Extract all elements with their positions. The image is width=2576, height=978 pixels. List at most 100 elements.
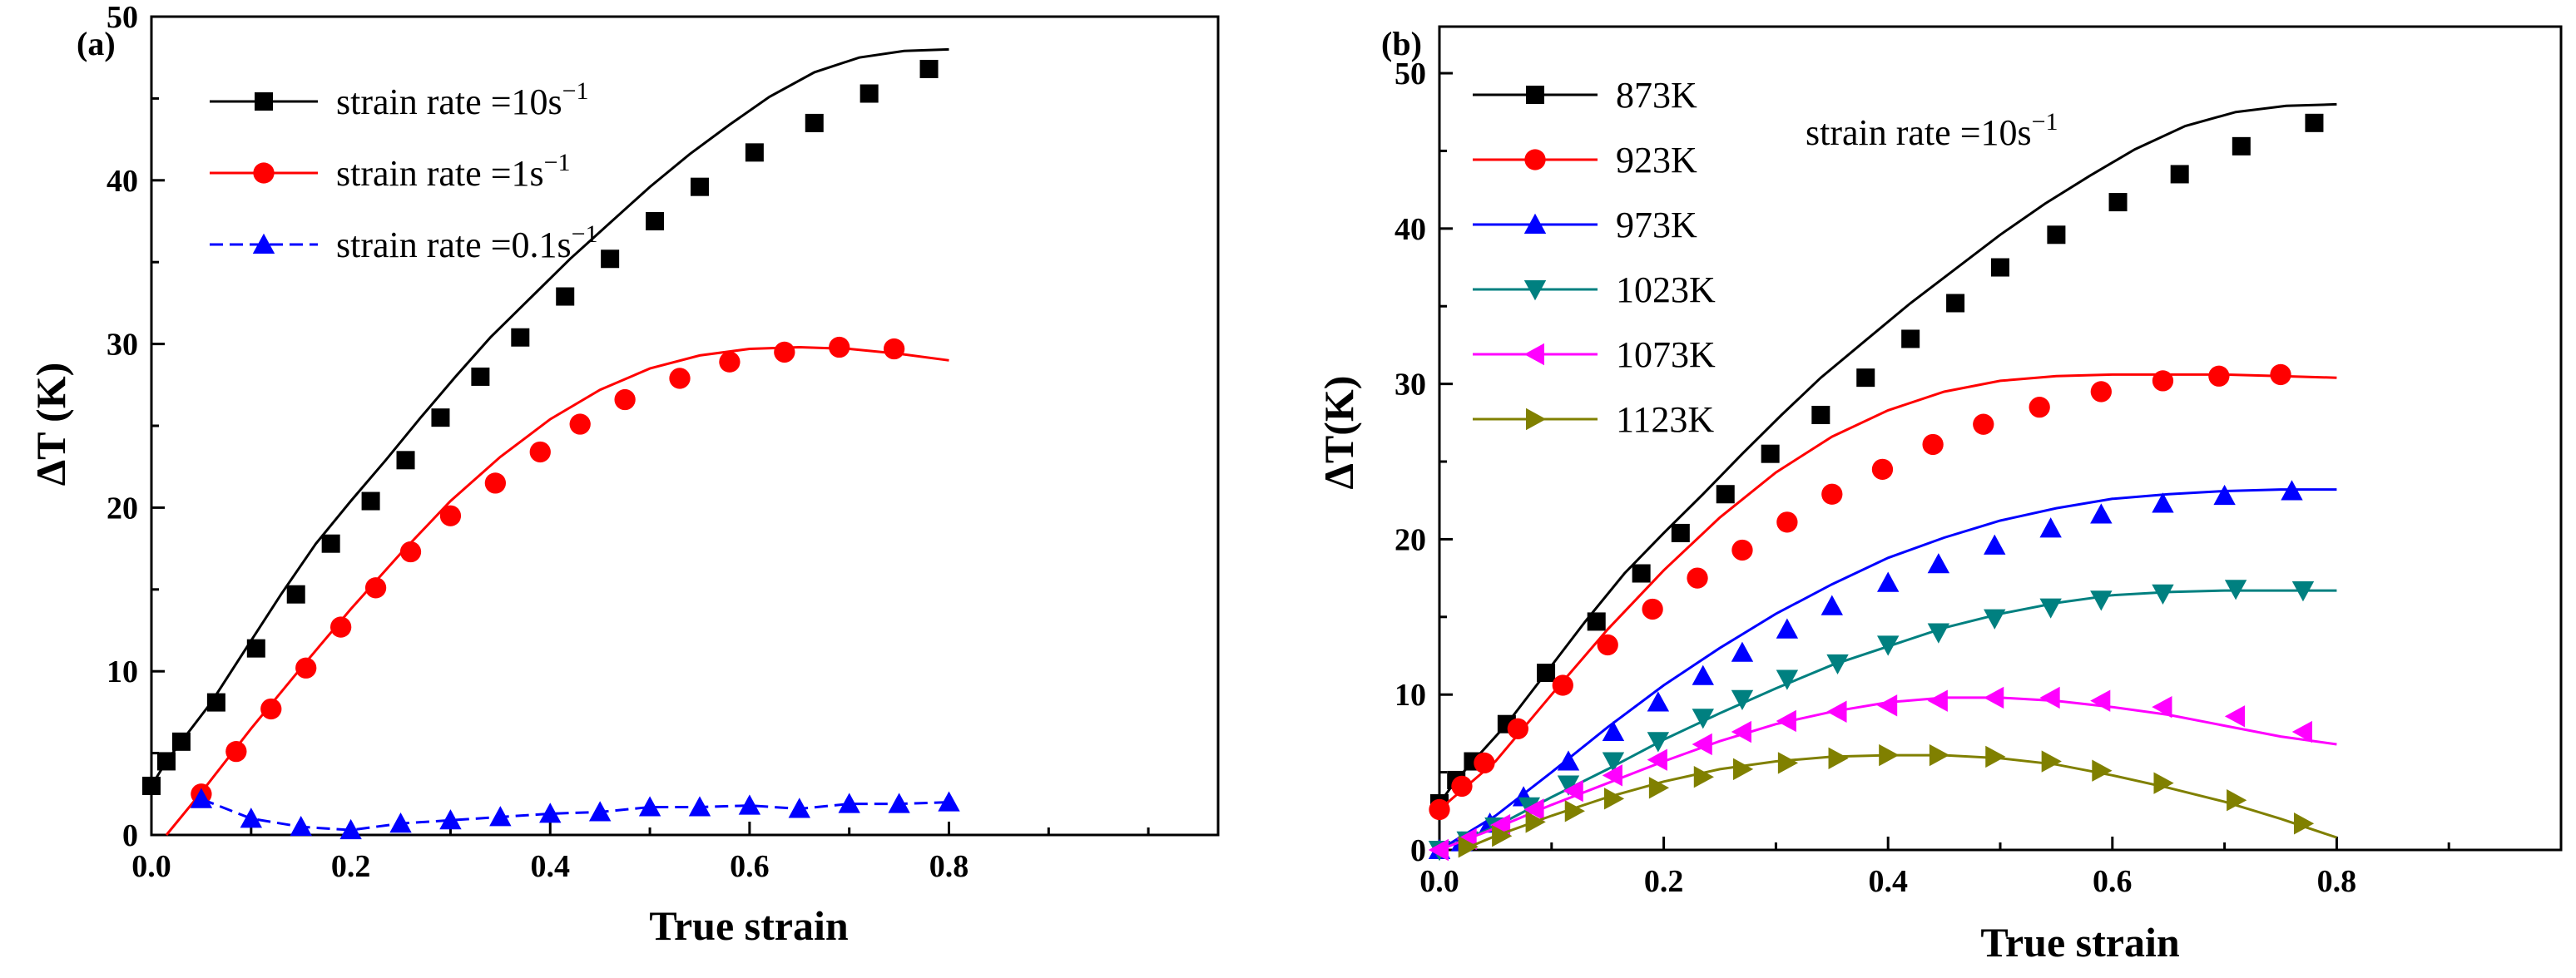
panel-b-x-ticks: 0.0 0.2 0.4 0.6 0.8 [1419,837,2450,899]
panel-b-y-tick-label: 40 [1395,212,1426,247]
panel-a-series-2-point [588,801,612,822]
panel-a-x-axis-title: True strain [649,902,849,949]
panel-b-series-1-point [2208,365,2230,387]
panel-a-series-0-point [471,367,490,386]
panel-a-series-0-point [556,287,575,306]
panel-b-series-4-point [1489,813,1511,837]
panel-b-label: (b) [1381,25,1422,62]
panel-b-series-1-point [2152,370,2174,392]
panel-b-series-0-point [2108,193,2128,212]
panel-a-series-0-point [601,249,620,269]
panel-b-series-1-point [1731,539,1753,561]
panel-a-series-1-point [883,338,905,360]
panel-b-series-5-point [1929,743,1950,767]
panel-a-series-2-point [888,793,910,813]
panel-a-series-2-point [738,794,761,815]
panel-b-series-1-point [2270,363,2291,386]
panel-a-legend-marker [255,92,273,111]
panel-b-legend-label-text: 1023K [1616,269,1716,310]
panel-a-legend-label-superscript: −1 [544,149,571,176]
panel-b-legend-label: 1073K [1616,334,1716,375]
panel-a-series-0-point [646,212,665,230]
panel-b-legend-marker [1523,280,1547,301]
panel-a-series-0-point [745,143,764,162]
panel-a-legend-marker [253,162,275,184]
panel-a-plot-frame [150,15,1220,837]
panel-b-series-2-point [1821,595,1843,615]
panel-a-series-2-point [290,815,312,837]
panel-b-series-1-point [1973,413,1994,435]
panel-b-series-0-point [1537,664,1556,683]
panel-a-y-axis-title: ΔT (K) [27,363,74,487]
panel-b-series-2-point [2281,480,2303,501]
panel-a-legend-entry-0: strain rate =10s−1 [210,77,589,122]
panel-a-y-tick-label: 20 [107,491,138,526]
panel-b-series-4-point [2039,686,2060,709]
panel-b-legend: 873K 923K 973K 1023K 1073K 1123K [1473,75,1716,440]
panel-a-legend-entry-1: strain rate =1s−1 [210,149,571,194]
panel-a-x-tick-label: 0.4 [531,849,571,884]
panel-b-series-5-point [1985,745,2006,768]
panel-a-series-0-point [142,776,161,795]
panel-b-annotation-text: strain rate =10s [1806,112,2032,153]
panel-a-y-tick-label: 30 [107,328,138,363]
panel-b-series-2-point [1877,571,1900,592]
panel-b-series-4-point [1731,720,1751,743]
panel-a-series-2-point [389,813,412,833]
panel-b-series-0-point [2305,113,2324,132]
panel-a-series-1-point [295,657,317,679]
panel-b-y-ticks: 0 10 20 30 40 50 [1395,57,1453,868]
panel-b-series-1-point [1597,634,1618,656]
panel-b-series-3-point [1776,669,1799,690]
panel-b-series-4-line [1439,696,2337,852]
panel-b-series-1-point [1552,674,1573,696]
panel-a-x-tick-label: 0.6 [730,849,770,884]
panel-a-series-1-point [614,388,636,411]
panel-b-series-0-point [1811,405,1830,424]
panel-b-series-0-line [1438,102,2337,804]
panel-b-series-5-point [2092,759,2113,782]
panel-b-series-1-point [1507,718,1529,739]
panel-b-series-5-point [2153,772,2174,794]
panel-b-series-1-point [1474,752,1495,774]
panel-a-legend-entry-2: strain rate =0.1s−1 [210,220,598,265]
panel-a-series-0-point [690,177,709,196]
panel-b-series-4-point [1692,733,1712,756]
panel-b-series-1-point [2029,396,2050,418]
panel-b-series-3-point [1647,732,1670,753]
panel-b-series-3-point [1692,709,1714,729]
panel-b-series-4-point [2090,689,2111,712]
panel-b-series-0-point [1632,564,1651,583]
panel-a-series-1-point [225,740,247,763]
panel-b-series-4-point [1776,709,1796,733]
panel-b-series-4-point [1826,700,1847,723]
panel-b-y-tick-label: 30 [1395,368,1426,403]
panel-b-y-tick-label: 0 [1410,833,1426,868]
panel-b-series-0-point [2232,136,2251,156]
panel-b-y-tick-label: 20 [1395,522,1426,557]
panel-a-series-1-point [484,472,507,494]
panel-b-series-5-point [1732,758,1754,781]
panel-b-series-1-point [1451,775,1473,798]
panel-b-legend-entry-0: 873K [1473,75,1697,116]
panel-b-legend-marker [1526,86,1544,104]
panel-a-series [142,47,960,840]
panel-b-series-4-point [1428,838,1449,862]
panel-b-legend-label-text: 923K [1616,140,1697,180]
panel-b-series-2-point [1731,641,1754,662]
panel-a: (a) 0.0 0.2 0.4 0.6 0.8 0 10 20 30 40 50 True str… [27,0,1220,949]
panel-a-series-1-point [439,505,462,526]
panel-b-legend-entry-1: 923K [1473,140,1697,180]
panel-b-series-2 [1428,480,2337,859]
panel-a-y-tick-label: 0 [122,818,138,853]
panel-b-series-2-line [1439,488,2337,852]
panel-b-series-2-point [2213,484,2236,506]
panel-a-series-2-point [539,803,562,823]
panel-b-series-3-point [1602,752,1625,773]
panel-a-series-0-point [156,752,176,771]
panel-b-legend-label-text: 1073K [1616,334,1716,375]
panel-b-legend-marker [1526,408,1547,431]
panel-a-series-2-point [788,798,810,818]
panel-a-series-2-point [638,796,661,817]
panel-b-legend-marker [1523,343,1544,366]
